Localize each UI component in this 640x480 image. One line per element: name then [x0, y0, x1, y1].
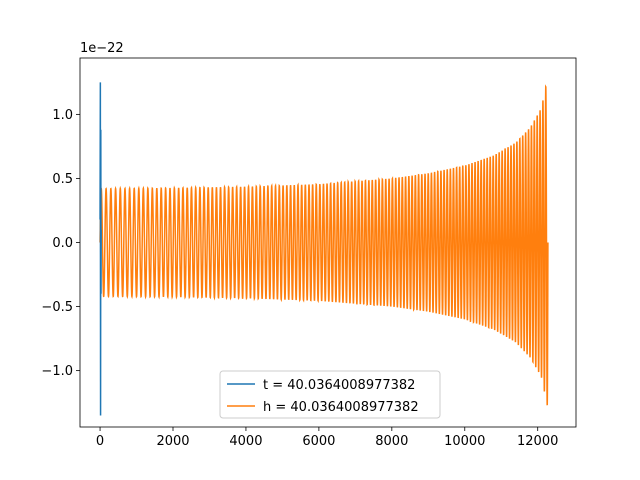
y-tick-label: 0.5 [52, 172, 73, 187]
series-layer [99, 82, 549, 416]
y-tick-label: −1.0 [41, 364, 73, 379]
x-axis: 0 2000 4000 6000 8000 10000 12000 [96, 427, 558, 449]
legend: t = 40.0364008977382 h = 40.036400897738… [219, 370, 441, 419]
y-offset-label: 1e−22 [80, 41, 124, 56]
y-axis: −1.0 −0.5 0.0 0.5 1.0 [41, 108, 80, 379]
y-tick-label: −0.5 [41, 300, 73, 315]
x-tick-label: 4000 [229, 434, 262, 449]
y-tick-label: 0.0 [52, 236, 73, 251]
x-tick-label: 8000 [375, 434, 408, 449]
x-tick-label: 10000 [444, 434, 485, 449]
series-line-t [99, 82, 102, 416]
x-tick-label: 12000 [517, 434, 558, 449]
x-tick-label: 6000 [302, 434, 335, 449]
legend-label-series-h: h = 40.0364008977382 [263, 400, 419, 415]
legend-label-series-t: t = 40.0364008977382 [263, 378, 415, 393]
x-tick-label: 0 [96, 434, 104, 449]
legend-box [219, 370, 441, 419]
y-tick-label: 1.0 [52, 108, 73, 123]
x-tick-label: 2000 [156, 434, 189, 449]
series-line-h [99, 84, 549, 406]
